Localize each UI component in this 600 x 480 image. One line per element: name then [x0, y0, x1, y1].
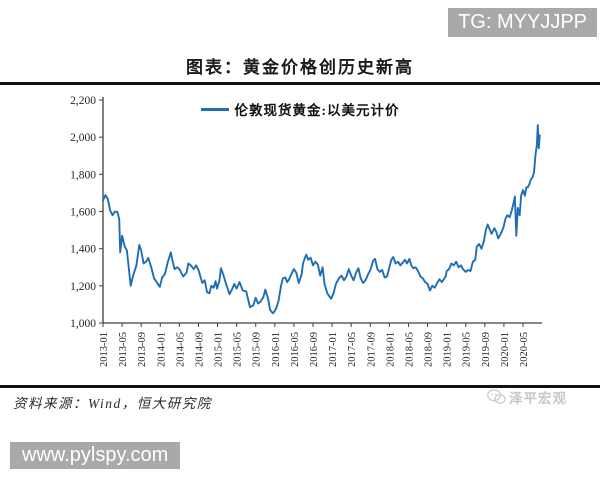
chart-title: 图表：黄金价格创历史新高 [186, 58, 414, 77]
x-tick-label: 2016-09 [309, 332, 320, 367]
publisher-watermark: 泽平宏观 [487, 387, 567, 407]
x-tick-label: 2015-09 [252, 332, 263, 367]
x-tick-label: 2018-09 [424, 332, 435, 367]
y-tick-label: 1,200 [70, 281, 96, 293]
x-tick-label: 2015-05 [233, 332, 244, 367]
x-tick-label: 2019-01 [443, 332, 454, 367]
x-tick-label: 2014-09 [194, 332, 205, 367]
y-tick-label: 1,000 [70, 318, 96, 330]
wechat-logo-icon [487, 389, 506, 405]
x-tick-label: 2015-01 [214, 332, 225, 367]
x-tick-label: 2017-05 [347, 332, 358, 367]
x-tick-label: 2016-01 [271, 332, 282, 367]
website-url-badge: www.pylspy.com [10, 442, 181, 469]
publisher-watermark-label: 泽平宏观 [509, 391, 567, 406]
x-tick-label: 2014-05 [175, 332, 186, 367]
x-tick-label: 2019-05 [462, 332, 473, 367]
y-tick-label: 2,000 [70, 132, 96, 144]
y-tick-label: 1,800 [70, 169, 96, 181]
title-divider-rule [0, 82, 600, 85]
footer-divider-rule [0, 385, 600, 388]
chart-legend: 伦敦现货黄金:以美元计价 [0, 100, 600, 118]
legend-label: 伦敦现货黄金:以美元计价 [234, 103, 400, 118]
tg-watermark-badge: TG: MYYJJPP [448, 8, 597, 37]
y-tick-label: 2,200 [70, 95, 96, 107]
x-tick-label: 2020-01 [500, 332, 511, 367]
x-tick-label: 2013-09 [137, 332, 148, 367]
data-source-note: 资料来源：Wind，恒大研究院 [13, 396, 212, 411]
x-tick-label: 2018-05 [404, 332, 415, 367]
x-tick-label: 2013-01 [99, 332, 110, 367]
y-tick-label: 1,600 [70, 207, 96, 219]
x-tick-label: 2014-01 [156, 332, 167, 367]
x-tick-label: 2019-09 [481, 332, 492, 367]
y-tick-label: 1,400 [70, 244, 96, 256]
x-tick-label: 2016-05 [290, 332, 301, 367]
x-tick-label: 2017-09 [366, 332, 377, 367]
legend-line-swatch [200, 107, 229, 111]
x-tick-label: 2013-05 [118, 332, 129, 367]
gold-price-series-line [102, 124, 541, 315]
x-tick-label: 2018-01 [385, 332, 396, 367]
x-tick-label: 2017-01 [328, 332, 339, 367]
x-tick-label: 2020-05 [519, 332, 530, 367]
